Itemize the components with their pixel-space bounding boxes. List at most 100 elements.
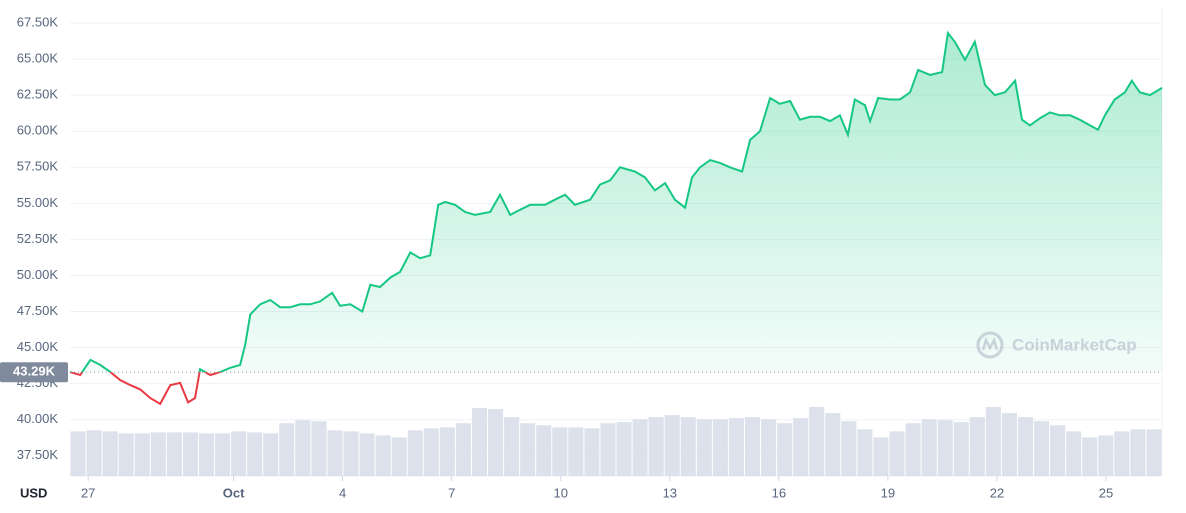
volume-bar [247, 432, 263, 476]
x-tick-label: 13 [663, 485, 677, 500]
volume-bar [1146, 429, 1162, 476]
volume-bar [600, 423, 616, 476]
volume-bar [166, 432, 182, 476]
baseline-label: 43.29K [13, 364, 56, 379]
volume-bar [263, 433, 279, 476]
price-line-up [69, 30, 1163, 373]
volume-bar [520, 423, 536, 476]
volume-bar [584, 428, 600, 476]
volume-bar [488, 409, 504, 476]
volume-bar [231, 431, 247, 476]
volume-bar [1066, 431, 1082, 476]
volume-bar [504, 417, 520, 476]
volume-bar [857, 429, 873, 476]
volume-bar [311, 421, 327, 476]
volume-bar [471, 408, 488, 476]
volume-bar [70, 431, 86, 476]
volume-bar [1114, 431, 1130, 476]
area [70, 33, 1162, 373]
volume-bar [632, 419, 648, 476]
y-tick-label: 62.50K [17, 87, 59, 102]
volume-bar [937, 420, 953, 476]
volume-bar [1050, 425, 1066, 476]
volume-bar [696, 419, 712, 476]
volume-bar [439, 427, 455, 476]
volume-bar [728, 418, 744, 476]
y-tick-label: 50.00K [17, 267, 59, 282]
y-tick-label: 52.50K [17, 231, 59, 246]
volume-bars [70, 407, 1162, 476]
volume-bar [873, 437, 889, 476]
volume-bar [648, 417, 664, 476]
volume-bar [150, 432, 166, 476]
volume-bar [777, 423, 793, 476]
volume-bar [182, 432, 198, 476]
x-tick-label: 16 [772, 485, 786, 500]
volume-bar [809, 407, 825, 476]
x-tick-label: 10 [554, 485, 568, 500]
x-tick-label: 19 [881, 485, 895, 500]
volume-bar [921, 419, 937, 476]
volume-bar [1130, 429, 1146, 476]
baseline-label-box [0, 362, 68, 383]
x-tick-label: 22 [990, 485, 1004, 500]
y-tick-label: 55.00K [17, 195, 59, 210]
x-tick-label: 27 [81, 485, 95, 500]
volume-bar [905, 423, 921, 476]
volume-bar [423, 428, 439, 476]
y-tick-label: 45.00K [17, 339, 59, 354]
x-tick-label: 7 [448, 485, 455, 500]
unit-label: USD [20, 485, 47, 500]
volume-bar [712, 419, 728, 476]
volume-bar [391, 437, 407, 476]
volume-bar [359, 433, 375, 476]
x-tick-label: 4 [339, 485, 346, 500]
y-tick-label: 47.50K [17, 303, 59, 318]
volume-bar [343, 431, 359, 476]
volume-bar [889, 431, 905, 476]
volume-bar [841, 421, 857, 476]
y-tick-label: 60.00K [17, 123, 59, 138]
volume-bar [1082, 437, 1098, 476]
y-tick-label: 57.50K [17, 159, 59, 174]
volume-bar [568, 427, 584, 476]
volume-bar [198, 433, 215, 476]
y-tick-label: 67.50K [17, 14, 59, 29]
volume-bar [969, 417, 985, 476]
volume-bar [1098, 435, 1114, 476]
volume-bar [86, 430, 102, 476]
volume-bar [825, 413, 841, 476]
volume-bar [134, 433, 150, 476]
volume-bar [761, 419, 777, 476]
volume-bar [616, 422, 632, 476]
volume-bar [536, 425, 552, 476]
y-tick-label: 65.00K [17, 51, 59, 66]
volume-bar [793, 418, 809, 476]
volume-bar [985, 407, 1001, 476]
volume-bar [953, 422, 969, 476]
y-tick-label: 37.50K [17, 447, 59, 462]
volume-bar [680, 417, 696, 476]
volume-bar [295, 420, 311, 476]
volume-bar [664, 415, 680, 476]
volume-bar [327, 430, 343, 476]
volume-bar [215, 433, 231, 476]
volume-bar [375, 435, 391, 476]
x-tick-label: 25 [1099, 485, 1113, 500]
plot [69, 30, 1163, 406]
volume-bar [1034, 421, 1050, 476]
volume-bar [1001, 413, 1017, 476]
volume-bar [118, 433, 134, 476]
volume-bar [279, 423, 295, 476]
watermark-text: CoinMarketCap [1012, 335, 1137, 354]
x-tick-label: Oct [223, 485, 245, 500]
volume-bar [102, 431, 118, 476]
volume-bar [744, 417, 761, 476]
volume-bar [1017, 417, 1034, 476]
volume-bar [552, 427, 568, 476]
y-tick-label: 40.00K [17, 411, 59, 426]
watermark: CoinMarketCap [976, 331, 1137, 359]
volume-bar [455, 423, 471, 476]
